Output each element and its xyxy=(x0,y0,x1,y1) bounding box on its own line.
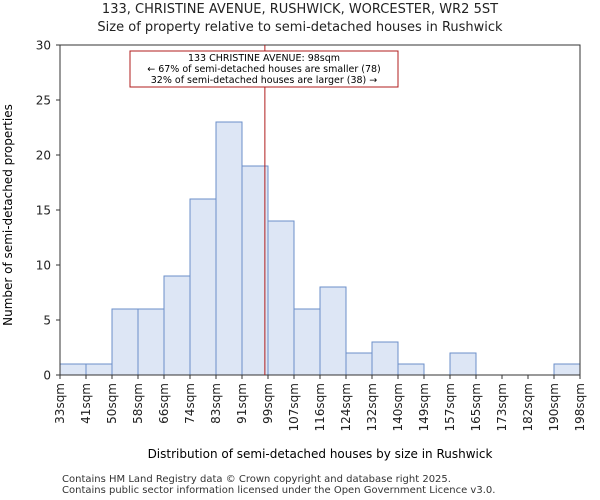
x-tick-label-107sqm: 107sqm xyxy=(287,383,301,431)
bar-132sqm xyxy=(371,341,399,376)
annotation-line-2: ← 67% of semi-detached houses are smalle… xyxy=(147,64,381,75)
x-tick-label-140sqm: 140sqm xyxy=(391,383,405,431)
y-tick-label-15: 15 xyxy=(36,204,51,218)
x-axis: 33sqm 41sqm 50sqm 58sqm 66sqm 74sqm 83sqm 91sqm… xyxy=(53,375,587,431)
bar-50sqm xyxy=(111,308,139,376)
y-axis: 0 5 10 15 20 25 30 xyxy=(36,39,60,383)
x-tick-label-58sqm: 58sqm xyxy=(131,383,145,424)
bars-group xyxy=(59,121,581,376)
x-tick-label-91sqm: 91sqm xyxy=(235,383,249,424)
y-tick-label-5: 5 xyxy=(43,314,51,328)
chart-subtitle: Size of property relative to semi-detach… xyxy=(97,20,503,35)
y-tick-label-0: 0 xyxy=(43,369,51,383)
x-tick-label-173sqm: 173sqm xyxy=(495,383,509,431)
bar-41sqm xyxy=(85,363,113,376)
x-tick-label-66sqm: 66sqm xyxy=(157,383,171,424)
y-tick-label-30: 30 xyxy=(36,39,51,53)
chart-title: 133, CHRISTINE AVENUE, RUSHWICK, WORCEST… xyxy=(101,2,499,17)
y-tick-label-25: 25 xyxy=(36,94,51,108)
annotation-line-1: 133 CHRISTINE AVENUE: 98sqm xyxy=(188,53,340,64)
x-tick-label-99sqm: 99sqm xyxy=(261,383,275,424)
x-tick-label-165sqm: 165sqm xyxy=(469,383,483,431)
x-tick-label-41sqm: 41sqm xyxy=(79,383,93,424)
footer-line-1: Contains HM Land Registry data © Crown c… xyxy=(62,474,451,485)
bar-116sqm xyxy=(319,286,347,376)
x-tick-label-50sqm: 50sqm xyxy=(105,383,119,424)
bar-33sqm xyxy=(59,363,87,376)
x-tick-label-124sqm: 124sqm xyxy=(339,383,353,431)
plot-frame xyxy=(59,44,581,376)
x-axis-label: Distribution of semi-detached houses by … xyxy=(148,447,493,461)
annotation-line-3: 32% of semi-detached houses are larger (… xyxy=(151,75,378,86)
footer-line-2: Contains public sector information licen… xyxy=(62,485,496,496)
y-tick-label-20: 20 xyxy=(36,149,51,163)
x-tick-label-182sqm: 182sqm xyxy=(521,383,535,431)
x-tick-label-116sqm: 116sqm xyxy=(313,383,327,431)
bar-58sqm xyxy=(137,308,165,376)
bar-83sqm xyxy=(215,121,243,376)
y-tick-label-10: 10 xyxy=(36,259,51,273)
x-tick-label-83sqm: 83sqm xyxy=(209,383,223,424)
bar-99sqm xyxy=(267,220,295,376)
bar-74sqm xyxy=(189,198,217,376)
x-tick-label-74sqm: 74sqm xyxy=(183,383,197,424)
histogram-chart: 0 5 10 15 20 25 30 33sqm 41sqm 50sqm 58sqm 66sqm 74… xyxy=(1,39,587,462)
bar-124sqm xyxy=(345,352,373,376)
bar-107sqm xyxy=(293,308,321,376)
x-tick-label-33sqm: 33sqm xyxy=(53,383,67,424)
bar-140sqm xyxy=(397,363,425,376)
x-tick-label-149sqm: 149sqm xyxy=(417,383,431,431)
bar-66sqm xyxy=(163,275,191,376)
bar-91sqm xyxy=(241,165,269,376)
bar-190sqm xyxy=(553,363,581,376)
annotation-box: 133 CHRISTINE AVENUE: 98sqm ← 67% of sem… xyxy=(129,50,399,88)
y-axis-label: Number of semi-detached properties xyxy=(1,104,15,326)
x-tick-label-157sqm: 157sqm xyxy=(443,383,457,431)
x-tick-label-132sqm: 132sqm xyxy=(365,383,379,431)
x-tick-label-198sqm: 198sqm xyxy=(573,383,587,431)
x-tick-label-190sqm: 190sqm xyxy=(547,383,561,431)
bar-157sqm xyxy=(449,352,477,376)
